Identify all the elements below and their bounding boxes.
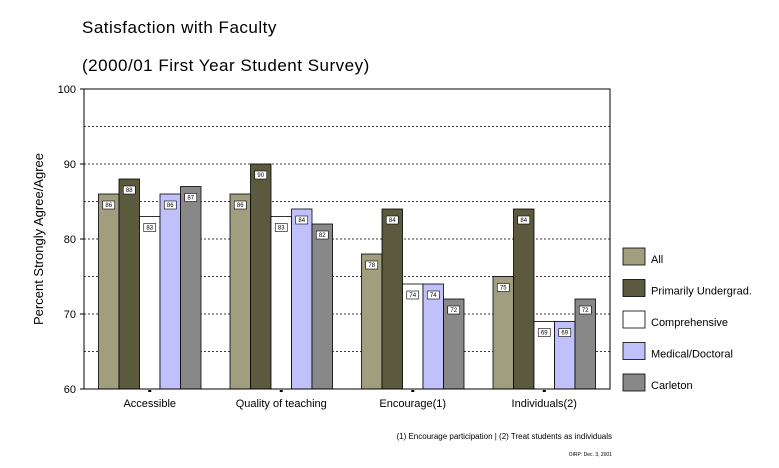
bar — [118, 178, 140, 390]
data-label: 75 — [500, 286, 507, 292]
data-label: 69 — [561, 331, 568, 337]
data-label: 82 — [319, 233, 326, 239]
data-label: 90 — [257, 173, 264, 179]
data-label-box — [558, 328, 572, 337]
data-label-box — [517, 215, 531, 225]
bar — [250, 163, 272, 390]
data-label: 84 — [298, 218, 305, 224]
bar — [402, 283, 424, 390]
x-tick-label: Quality of teaching — [236, 398, 327, 410]
data-label: 69 — [541, 331, 548, 337]
x-axis: Accessible Quality of teaching Encourage(1… — [123, 390, 577, 410]
legend-swatch — [622, 279, 646, 297]
data-label: 84 — [389, 218, 396, 224]
bar — [381, 208, 403, 390]
data-label-box — [143, 223, 157, 232]
x-tick-label: Individuals(2) — [512, 398, 577, 410]
footnote: (1) Encourage participation | (2) Treat … — [396, 432, 612, 441]
y-tick-label: 60 — [64, 384, 76, 396]
legend-swatch — [622, 373, 646, 392]
data-label-box — [163, 200, 177, 210]
bar — [492, 276, 514, 390]
data-label-box — [184, 193, 198, 202]
y-tick-label: 70 — [64, 309, 76, 321]
data-label-box — [406, 290, 420, 300]
data-label-box — [233, 200, 247, 210]
bar — [311, 223, 333, 390]
legend-label: Comprehensive — [651, 317, 728, 329]
data-label-box — [102, 200, 116, 210]
legend-label: All — [651, 254, 663, 266]
y-axis-label: Percent Strongly Agree/Agree — [31, 153, 46, 325]
bar — [361, 253, 383, 390]
x-tick-label: Accessible — [123, 398, 176, 410]
data-label: 78 — [368, 263, 375, 269]
data-label-box — [385, 215, 399, 225]
chart-title: Satisfaction with Faculty — [82, 18, 277, 37]
data-label-box — [122, 185, 136, 195]
data-label: 86 — [105, 203, 112, 209]
credit: OIRP: Dec. 3, 2001 — [569, 452, 613, 458]
bar — [229, 193, 251, 390]
bar — [180, 186, 202, 390]
legend-swatch — [622, 247, 646, 266]
data-label: 88 — [126, 188, 133, 194]
data-label: 74 — [430, 293, 437, 299]
legend-swatch — [622, 310, 646, 329]
data-label-box — [315, 230, 329, 240]
data-label: 87 — [187, 196, 194, 202]
data-label: 86 — [167, 203, 174, 209]
bars — [98, 163, 596, 390]
chart-subtitle: (2000/01 First Year Student Survey) — [82, 56, 370, 75]
legend: All Primarily Undergrad. Comprehensive Medi… — [622, 247, 752, 392]
data-label-box — [537, 328, 551, 337]
y-tick-label: 80 — [64, 234, 76, 246]
data-label: 72 — [450, 308, 457, 314]
bar — [159, 193, 181, 390]
x-tick-label: Encourage(1) — [379, 398, 446, 410]
data-label-box — [496, 283, 510, 292]
data-label-box — [254, 170, 268, 180]
y-tick-label: 90 — [64, 159, 76, 171]
bar — [270, 216, 292, 390]
legend-label: Primarily Undergrad. — [651, 286, 752, 298]
data-label-box — [295, 215, 309, 225]
data-label: 83 — [278, 226, 285, 232]
data-label: 72 — [582, 308, 589, 314]
data-label-box — [447, 305, 461, 315]
data-label: 86 — [237, 203, 244, 209]
data-label-box — [426, 290, 440, 300]
legend-label: Medical/Doctoral — [651, 349, 733, 361]
data-label-box — [578, 305, 592, 315]
bar — [422, 283, 444, 390]
data-label: 84 — [520, 218, 527, 224]
data-label: 74 — [409, 293, 416, 299]
bar — [98, 193, 120, 390]
data-label: 83 — [146, 226, 153, 232]
data-label-box — [274, 223, 288, 232]
bar — [513, 208, 535, 390]
y-tick-label: 100 — [58, 84, 76, 96]
bar — [139, 216, 161, 390]
y-axis: 60 70 80 90 100 — [58, 84, 84, 396]
legend-label: Carleton — [651, 380, 693, 392]
data-labels: 86 88 83 86 87 86 90 83 84 82 78 84 74 74 72 75 84 69 69 72 — [102, 170, 592, 337]
data-label-box — [365, 260, 379, 270]
legend-swatch — [622, 342, 646, 360]
bar — [291, 208, 313, 390]
